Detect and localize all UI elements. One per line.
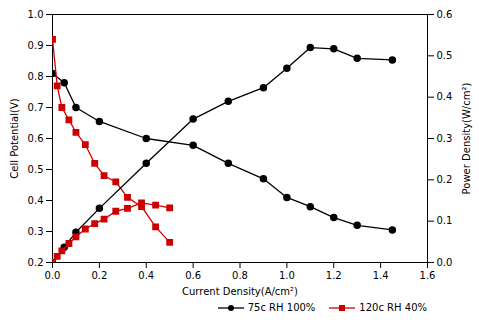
svg-text:1.0: 1.0 [28, 9, 44, 20]
svg-text:0.5: 0.5 [28, 164, 44, 175]
svg-text:1.6: 1.6 [420, 270, 436, 281]
svg-text:1.2: 1.2 [326, 270, 342, 281]
svg-text:Power Density(W/cm²): Power Density(W/cm²) [461, 83, 472, 195]
svg-text:0.2: 0.2 [28, 257, 44, 268]
svg-text:1.0: 1.0 [279, 270, 295, 281]
svg-text:1.4: 1.4 [373, 270, 389, 281]
svg-text:0.4: 0.4 [437, 91, 453, 102]
svg-text:0.8: 0.8 [28, 71, 44, 82]
svg-text:0.3: 0.3 [437, 133, 453, 144]
html-text:75c RH 100%: 75c RH 100% [247, 302, 316, 313]
svg-text:0.4: 0.4 [28, 195, 44, 206]
svg-text:0.9: 0.9 [28, 40, 44, 51]
svg-text:0.1: 0.1 [437, 215, 453, 226]
svg-text:0.7: 0.7 [28, 102, 44, 113]
svg-text:Cell Potential(V): Cell Potential(V) [9, 98, 20, 178]
svg-text:0.6: 0.6 [437, 9, 453, 20]
svg-text:0.6: 0.6 [185, 270, 201, 281]
svg-text:0.3: 0.3 [28, 226, 44, 237]
html-text:120c RH 40%: 120c RH 40% [359, 302, 427, 313]
svg-text:0.4: 0.4 [138, 270, 154, 281]
svg-text:0.2: 0.2 [437, 174, 453, 185]
svg-text:0.2: 0.2 [91, 270, 107, 281]
svg-text:0.5: 0.5 [437, 50, 453, 61]
svg-text:0.0: 0.0 [45, 270, 61, 281]
svg-text:0.8: 0.8 [232, 270, 248, 281]
svg-text:Current Density(A/cm²): Current Density(A/cm²) [182, 286, 298, 297]
svg-text:0.0: 0.0 [437, 257, 453, 268]
svg-text:0.6: 0.6 [28, 133, 44, 144]
